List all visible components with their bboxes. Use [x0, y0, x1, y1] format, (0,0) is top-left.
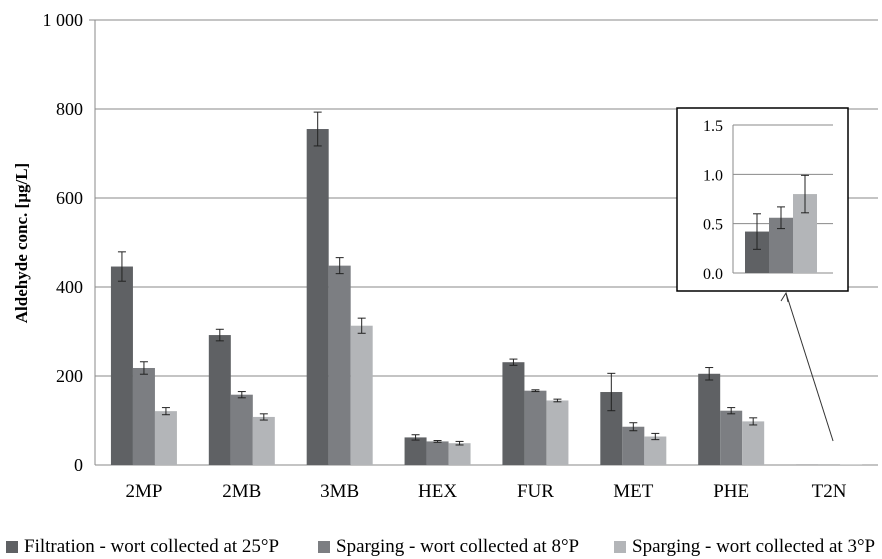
legend: Filtration - wort collected at 25°P Spar…	[0, 536, 882, 559]
x-tick-label-met: MET	[613, 481, 654, 502]
inset-y-tick-label: 0.0	[703, 266, 723, 283]
bar-2mp-series-3	[154, 411, 177, 465]
x-tick-label-fur: FUR	[517, 481, 554, 502]
legend-item-filtration: Filtration - wort collected at 25°P	[6, 536, 279, 558]
legend-label-sparging-3p: Sparging - wort collected at 3°P	[632, 536, 876, 557]
bar-hex-series-1	[404, 437, 427, 465]
bar-met-series-3	[644, 436, 667, 465]
bar-fur-series-1	[502, 362, 525, 465]
y-tick-label: 0	[74, 455, 83, 475]
bar-phe-series-2	[720, 410, 743, 465]
inset-pointer-arrowhead	[780, 291, 789, 303]
y-tick-label: 200	[56, 366, 83, 386]
bar-phe-series-1	[698, 373, 721, 465]
bar-hex-series-3	[448, 443, 471, 465]
y-tick-label: 800	[56, 99, 83, 119]
legend-item-sparging-8p: Sparging - wort collected at 8°P	[318, 536, 579, 558]
bar-2mp-series-2	[132, 367, 155, 465]
bar-chart: 0 200 400 600 800 1 000 Aldehyde conc. [µg/L] 2…	[12, 10, 878, 502]
bar-2mp-series-1	[110, 266, 133, 465]
bar-2mb-series-3	[252, 416, 275, 465]
x-tick-label-phe: PHE	[713, 481, 749, 502]
bar-fur-series-2	[524, 390, 547, 465]
legend-swatch-sparging-8p	[318, 541, 330, 553]
y-tick-label: 400	[56, 277, 83, 297]
bar-3mb-series-2	[328, 265, 351, 465]
y-tick-label: 600	[56, 188, 83, 208]
bar-2mb-series-2	[230, 394, 253, 465]
x-tick-label-2mb: 2MB	[222, 481, 261, 502]
y-tick-label: 1 000	[43, 10, 84, 30]
legend-label-sparging-8p: Sparging - wort collected at 8°P	[336, 536, 580, 557]
bar-hex-series-2	[426, 441, 449, 465]
inset-y-tick-label: 1.0	[703, 167, 723, 184]
y-axis-label: Aldehyde conc. [µg/L]	[12, 163, 31, 323]
legend-swatch-sparging-3p	[614, 541, 626, 553]
inset-pointer-arrow	[785, 292, 834, 442]
legend-item-sparging-3p: Sparging - wort collected at 3°P	[614, 536, 875, 558]
x-tick-label-hex: HEX	[418, 481, 457, 502]
bar-3mb-series-3	[350, 325, 373, 465]
x-tick-label-t2n: T2N	[812, 481, 847, 502]
bar-3mb-series-1	[306, 129, 329, 465]
bar-fur-series-3	[546, 400, 569, 465]
legend-swatch-filtration	[6, 541, 18, 553]
x-tick-label-2mp: 2MP	[125, 481, 162, 502]
bar-met-series-2	[622, 426, 645, 465]
bar-2mb-series-1	[208, 335, 231, 465]
x-tick-label-3mb: 3MB	[320, 481, 359, 502]
inset-y-tick-label: 0.5	[703, 217, 723, 234]
bar-met-series-1	[600, 392, 623, 465]
inset-y-tick-label: 1.5	[703, 118, 723, 135]
legend-label-filtration: Filtration - wort collected at 25°P	[24, 536, 280, 557]
bar-phe-series-3	[742, 421, 765, 465]
